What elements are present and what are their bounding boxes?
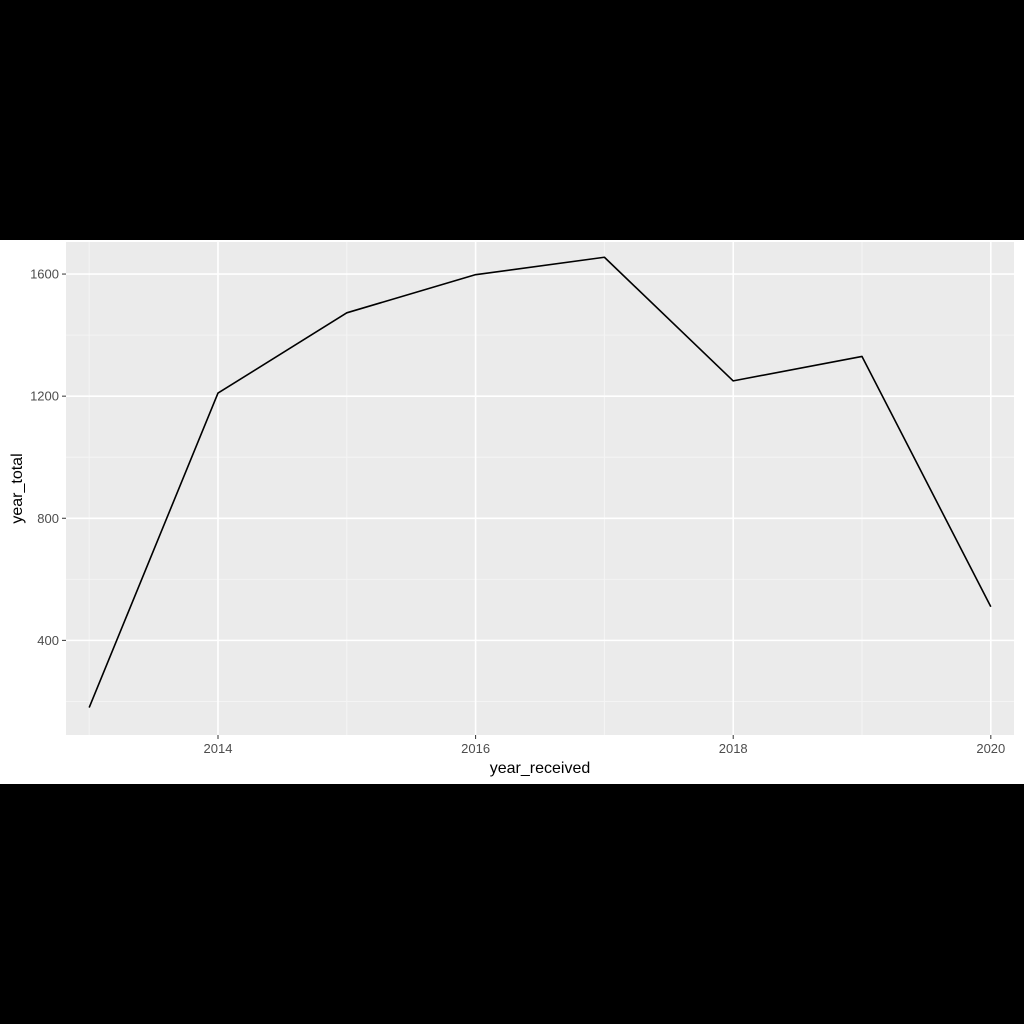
major-gridlines	[66, 242, 1014, 735]
x-tick-label: 2016	[461, 741, 490, 756]
minor-gridlines	[66, 242, 1014, 735]
y-tick-label: 1200	[30, 389, 59, 404]
x-tick-label: 2018	[719, 741, 748, 756]
y-axis: 400 800 1200 1600	[30, 267, 66, 648]
x-axis-title: year_received	[490, 760, 591, 777]
plot-frame: 2014 2016 2018 2020 400 800 1200 1600 year_rec…	[0, 240, 1024, 784]
y-axis-title: year_total	[9, 453, 26, 523]
x-axis: 2014 2016 2018 2020	[204, 735, 1005, 756]
x-tick-label: 2020	[976, 741, 1005, 756]
y-tick-label: 800	[37, 511, 59, 526]
line-chart: 2014 2016 2018 2020 400 800 1200 1600 year_rec…	[9, 242, 1014, 777]
y-tick-label: 1600	[30, 267, 59, 282]
series-line	[88, 256, 992, 708]
plot-panel	[66, 242, 1014, 735]
y-tick-label: 400	[37, 633, 59, 648]
x-tick-label: 2014	[204, 741, 233, 756]
